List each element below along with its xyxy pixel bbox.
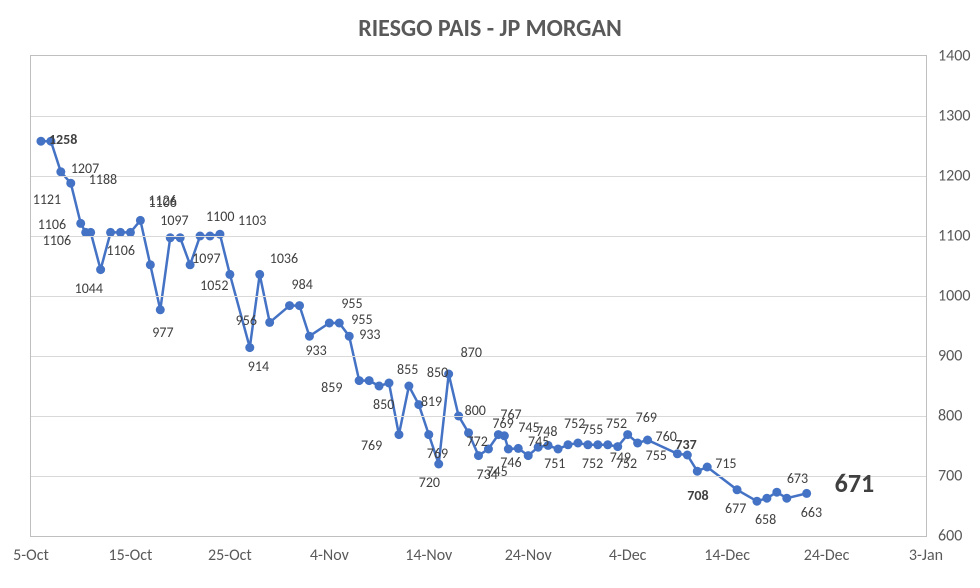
data-point <box>514 444 523 453</box>
data-point <box>345 332 354 341</box>
data-point <box>444 370 453 379</box>
data-point <box>335 319 344 328</box>
data-point <box>762 494 771 503</box>
data-point <box>295 301 304 310</box>
gridline <box>31 356 926 357</box>
x-tick-label: 4-Nov <box>310 546 349 565</box>
gridline <box>31 236 926 237</box>
data-point <box>36 137 45 146</box>
data-point <box>564 440 573 449</box>
data-point <box>136 216 145 225</box>
series-line <box>41 141 807 501</box>
data-point <box>733 485 742 494</box>
data-point <box>573 439 582 448</box>
data-point <box>802 489 811 498</box>
x-tick-label: 3-Jan <box>909 546 943 565</box>
x-tick-label: 5-Oct <box>13 546 49 565</box>
data-point <box>703 463 712 472</box>
data-point <box>534 443 543 452</box>
gridline <box>31 176 926 177</box>
data-point <box>752 497 761 506</box>
data-point <box>375 382 384 391</box>
y-tick-label: 800 <box>938 407 962 426</box>
data-point <box>500 431 509 440</box>
data-point <box>394 430 403 439</box>
data-point <box>186 260 195 269</box>
data-point <box>554 445 563 454</box>
y-tick-label: 1100 <box>938 227 970 246</box>
data-point <box>305 332 314 341</box>
data-point <box>255 270 264 279</box>
y-tick-label: 600 <box>938 527 962 546</box>
data-point <box>643 436 652 445</box>
plot-area: 600700800900100011001200130014005-Oct15-… <box>30 55 927 537</box>
y-tick-label: 1200 <box>938 167 970 186</box>
data-point <box>265 318 274 327</box>
data-point <box>434 460 443 469</box>
gridline <box>31 476 926 477</box>
chart-container: RIESGO PAIS - JP MORGAN 6007008009001000… <box>0 0 980 588</box>
x-tick-label: 14-Nov <box>405 546 452 565</box>
y-tick-label: 1000 <box>938 287 970 306</box>
x-tick-label: 25-Oct <box>208 546 252 565</box>
y-tick-label: 1300 <box>938 107 970 126</box>
data-point <box>484 445 493 454</box>
data-point <box>782 494 791 503</box>
data-point <box>56 167 65 176</box>
data-point <box>673 449 682 458</box>
data-point <box>504 445 513 454</box>
data-point <box>544 441 553 450</box>
gridline <box>31 296 926 297</box>
data-point <box>772 488 781 497</box>
gridline <box>31 116 926 117</box>
data-point <box>355 376 364 385</box>
data-point <box>365 376 374 385</box>
data-point <box>66 179 75 188</box>
data-point <box>176 233 185 242</box>
data-point <box>96 265 105 274</box>
x-tick-label: 15-Oct <box>109 546 153 565</box>
x-tick-label: 24-Nov <box>505 546 552 565</box>
data-point <box>693 467 702 476</box>
data-point <box>245 343 254 352</box>
data-point <box>146 260 155 269</box>
data-point <box>633 439 642 448</box>
data-point <box>225 270 234 279</box>
data-point <box>404 382 413 391</box>
data-point <box>46 137 55 146</box>
gridline <box>31 416 926 417</box>
data-point <box>524 451 533 460</box>
x-tick-label: 4-Dec <box>609 546 647 565</box>
data-point <box>474 451 483 460</box>
data-point <box>623 430 632 439</box>
y-tick-label: 900 <box>938 347 962 366</box>
data-point <box>424 430 433 439</box>
y-tick-label: 700 <box>938 467 962 486</box>
data-point <box>325 319 334 328</box>
data-point <box>603 440 612 449</box>
chart-title: RIESGO PAIS - JP MORGAN <box>358 14 622 43</box>
data-point <box>583 440 592 449</box>
data-point <box>285 301 294 310</box>
data-point <box>166 233 175 242</box>
y-tick-label: 1400 <box>938 47 970 66</box>
data-point <box>593 440 602 449</box>
data-point <box>385 379 394 388</box>
data-point <box>76 219 85 228</box>
data-point <box>414 400 423 409</box>
x-tick-label: 24-Dec <box>804 546 850 565</box>
data-point <box>613 442 622 451</box>
data-point <box>464 428 473 437</box>
x-tick-label: 14-Dec <box>704 546 750 565</box>
data-point <box>156 305 165 314</box>
data-point <box>683 451 692 460</box>
data-point <box>215 230 224 239</box>
